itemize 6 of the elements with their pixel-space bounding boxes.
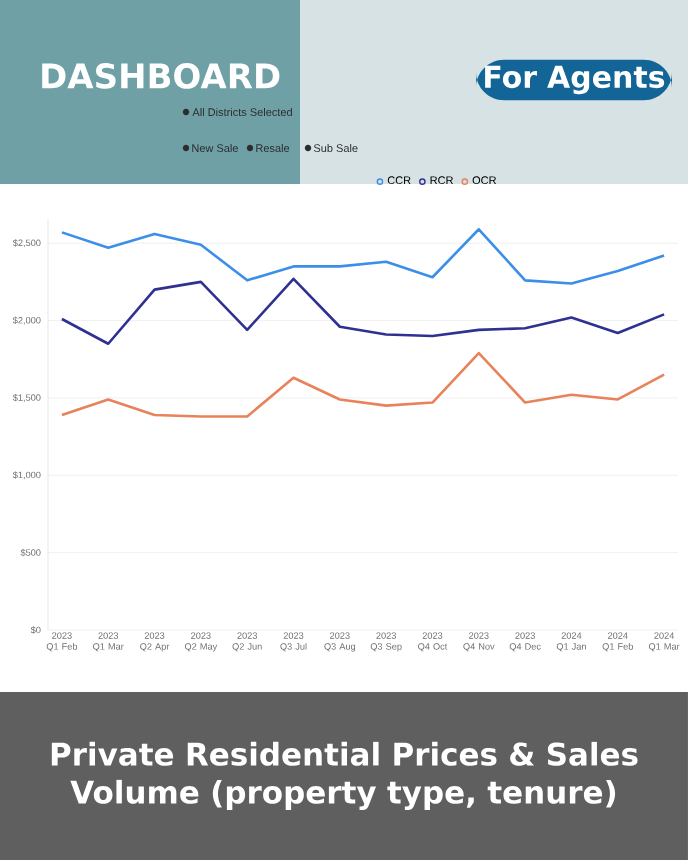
line-series (60, 351, 666, 418)
text: Private Residential Prices & Sales Volume (property type, tenure) (51, 741, 638, 811)
line-series (60, 277, 666, 346)
line-series (60, 227, 666, 285)
chart-title: DASHBOARD (42, 63, 280, 89)
text: For Agents (485, 65, 665, 95)
